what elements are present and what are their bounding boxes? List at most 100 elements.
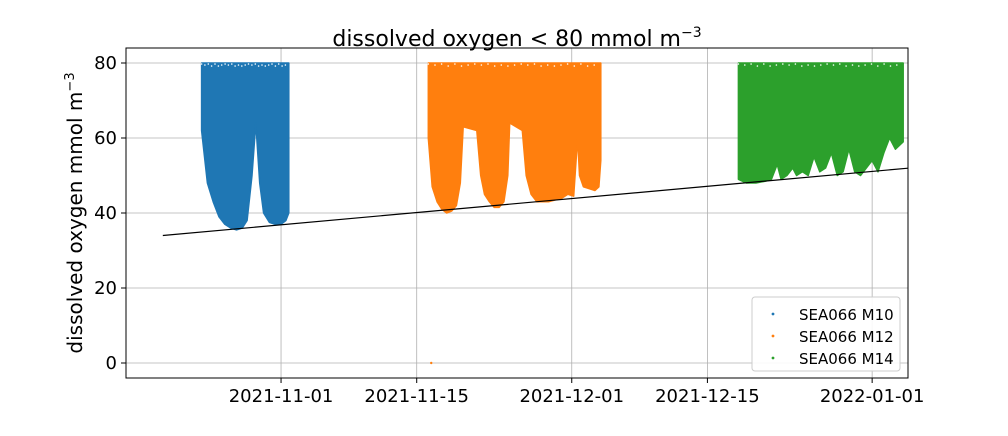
scatter-speckle: [487, 63, 489, 65]
scatter-speckle: [460, 65, 463, 67]
outlier-point: [430, 361, 433, 365]
scatter-speckle: [775, 64, 778, 66]
scatter-speckle: [877, 65, 879, 67]
scatter-speckle: [586, 65, 589, 67]
scatter-speckle: [220, 64, 223, 66]
series-3-points: [737, 62, 904, 184]
legend-label: SEA066 M10: [799, 306, 894, 324]
axis-ticks: 2021-11-01 2021-11-15 2021-12-01 2021-12-15…: [94, 53, 924, 407]
scatter-speckle: [593, 64, 595, 66]
scatter-speckle: [858, 65, 860, 67]
scatter-speckle: [204, 64, 206, 66]
scatter-speckle: [533, 63, 536, 65]
scatter-speckle: [870, 63, 873, 65]
scatter-speckle: [241, 65, 243, 67]
scatter-speckle: [427, 63, 430, 65]
scatter-speckle: [234, 65, 236, 67]
scatter-speckle: [493, 65, 496, 67]
scatter-speckle: [826, 63, 828, 65]
scatter-speckle: [883, 63, 885, 65]
scatter-speckle: [257, 65, 260, 67]
scatter-speckle: [244, 64, 246, 66]
data-layer: [162, 62, 908, 365]
y-axis-label: dissolved oxygen mmol m−3: [63, 72, 87, 353]
scatter-speckle: [271, 63, 273, 65]
scatter-speckle: [845, 65, 847, 67]
scatter-speckle: [788, 64, 790, 66]
scatter-speckle: [447, 65, 450, 67]
y-tick-label: 20: [94, 278, 117, 299]
scatter-speckle: [889, 65, 892, 67]
scatter-speckle: [214, 63, 216, 65]
scatter-speckle: [546, 64, 549, 66]
scatter-speckle: [744, 64, 746, 66]
scatter-speckle: [247, 63, 250, 65]
scatter-speckle: [573, 65, 576, 67]
chart-title-superscript: −3: [681, 25, 702, 41]
x-tick-label: 2021-11-01: [229, 386, 334, 407]
scatter-speckle: [750, 63, 752, 65]
reference-line: [162, 167, 908, 237]
legend-marker: [771, 312, 775, 316]
scatter-speckle: [281, 65, 283, 67]
scatter-speckle: [513, 64, 516, 66]
scatter-speckle: [864, 64, 866, 66]
legend-label: SEA066 M14: [799, 350, 894, 368]
legend-marker: [771, 356, 775, 360]
scatter-speckle: [769, 65, 771, 67]
scatter-speckle: [520, 63, 522, 65]
scatter-speckle: [261, 64, 263, 66]
scatter-speckle: [264, 65, 267, 67]
legend-box: [751, 296, 901, 372]
scatter-speckle: [224, 63, 226, 65]
scatter-speckle: [467, 64, 469, 66]
scatter-speckle: [553, 65, 556, 67]
scatter-speckle: [474, 63, 476, 65]
scatter-speckle: [210, 65, 213, 67]
scatter-speckle: [794, 63, 797, 65]
scatter-speckle: [507, 65, 509, 67]
scatter-speckle: [527, 64, 529, 66]
scatter-speckle: [480, 64, 483, 66]
x-tick-label: 2022-01-01: [820, 386, 925, 407]
y-tick-label: 60: [94, 128, 117, 149]
scatter-speckle: [500, 64, 503, 66]
scatter-speckle: [756, 65, 759, 67]
scatter-speckle: [207, 63, 210, 65]
legend-label: SEA066 M12: [799, 328, 894, 346]
legend: SEA066 M10 SEA066 M12 SEA066 M14: [751, 296, 901, 372]
scatter-speckle: [851, 64, 854, 66]
scatter-speckle: [267, 64, 270, 66]
x-tick-label: 2021-12-15: [655, 386, 760, 407]
scatter-speckle: [237, 64, 240, 66]
scatter-speckle: [737, 63, 740, 65]
x-tick-label: 2021-11-15: [364, 386, 469, 407]
scatter-speckle: [560, 64, 562, 66]
scatter-speckle: [540, 65, 542, 67]
scatter-speckle: [231, 63, 233, 65]
y-tick-label: 80: [94, 53, 117, 74]
scatter-speckle: [200, 63, 203, 65]
x-tick-label: 2021-12-01: [519, 386, 624, 407]
scatter-speckle: [896, 64, 898, 66]
scatter-speckle: [274, 65, 277, 67]
scatter-speckle: [251, 64, 253, 66]
scatter-speckle: [217, 65, 220, 67]
scatter-speckle: [801, 65, 803, 67]
y-axis-label-main: dissolved oxygen mmol m: [63, 92, 87, 354]
scatter-speckle: [807, 64, 809, 66]
y-tick-label: 0: [106, 353, 117, 374]
y-tick-label: 40: [94, 203, 117, 224]
scatter-speckle: [820, 64, 822, 66]
scatter-speckle: [813, 65, 816, 67]
series-1-points: [200, 62, 290, 231]
scatter-speckle: [782, 63, 784, 65]
scatter-speckle: [434, 64, 436, 66]
scatter-speckle: [566, 63, 569, 65]
series-2-points: [427, 62, 602, 214]
scatter-speckle: [227, 64, 230, 66]
scatter-speckle: [454, 63, 456, 65]
scatter-speckle: [254, 63, 257, 65]
